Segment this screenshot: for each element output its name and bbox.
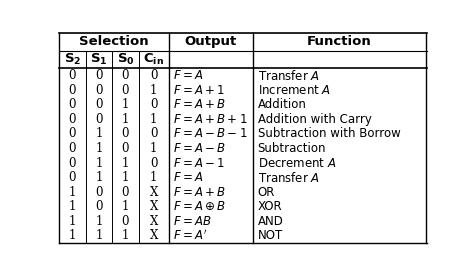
Text: 1: 1 [122,113,129,126]
Text: 0: 0 [122,215,129,228]
Text: 0: 0 [150,127,157,140]
Text: $\mathbf{S_0}$: $\mathbf{S_0}$ [117,52,134,67]
Text: 1: 1 [150,171,157,184]
Text: AND: AND [258,215,283,228]
Text: 0: 0 [69,84,76,97]
Text: $F = A + B$: $F = A + B$ [173,98,226,111]
Text: 0: 0 [69,98,76,111]
Text: 1: 1 [69,215,76,228]
Text: 0: 0 [69,113,76,126]
Text: 0: 0 [69,171,76,184]
Text: 0: 0 [122,142,129,155]
Text: $F = AB$: $F = AB$ [173,215,212,228]
Text: 1: 1 [150,142,157,155]
Text: Addition with Carry: Addition with Carry [258,113,372,126]
Text: 0: 0 [150,98,157,111]
Text: 0: 0 [95,200,103,213]
Text: 1: 1 [122,229,129,242]
Text: X: X [149,200,158,213]
Text: 1: 1 [69,200,76,213]
Text: $F = A - 1$: $F = A - 1$ [173,156,225,170]
Text: 1: 1 [122,171,129,184]
Text: Function: Function [307,35,372,48]
Text: 0: 0 [95,186,103,198]
Text: 1: 1 [95,215,102,228]
Text: 0: 0 [69,127,76,140]
Text: 1: 1 [122,156,129,170]
Text: Transfer $A$: Transfer $A$ [258,69,319,83]
Text: $F = A + 1$: $F = A + 1$ [173,84,225,97]
Text: Output: Output [185,35,237,48]
Text: 1: 1 [95,127,102,140]
Text: $F = A'$: $F = A'$ [173,229,207,243]
Text: Transfer $A$: Transfer $A$ [258,171,319,185]
Text: $F = A + B + 1$: $F = A + B + 1$ [173,113,247,126]
Text: OR: OR [258,186,275,198]
Text: 0: 0 [122,69,129,82]
Text: 1: 1 [122,200,129,213]
Text: $F = A - B - 1$: $F = A - B - 1$ [173,127,247,140]
Text: $F = A \oplus B$: $F = A \oplus B$ [173,200,226,213]
Text: 0: 0 [69,156,76,170]
Text: 1: 1 [95,229,102,242]
Text: Subtraction: Subtraction [258,142,326,155]
Text: $F = A - B$: $F = A - B$ [173,142,226,155]
Text: Addition: Addition [258,98,307,111]
Text: 0: 0 [69,69,76,82]
Text: 0: 0 [150,156,157,170]
Text: 0: 0 [95,113,103,126]
Text: 0: 0 [95,84,103,97]
Text: 0: 0 [122,127,129,140]
Text: 0: 0 [95,98,103,111]
Text: $\mathbf{S_2}$: $\mathbf{S_2}$ [64,52,81,67]
Text: 1: 1 [69,186,76,198]
Text: Decrement $A$: Decrement $A$ [258,156,336,170]
Text: $\mathbf{S_1}$: $\mathbf{S_1}$ [90,52,108,67]
Text: $\mathbf{C_{in}}$: $\mathbf{C_{in}}$ [143,52,164,67]
Text: 1: 1 [150,113,157,126]
Text: 1: 1 [150,84,157,97]
Text: $F = A$: $F = A$ [173,171,203,184]
Text: 0: 0 [150,69,157,82]
Text: 0: 0 [122,84,129,97]
Text: XOR: XOR [258,200,282,213]
Text: X: X [149,186,158,198]
Text: $F = A$: $F = A$ [173,69,203,82]
Text: 1: 1 [95,171,102,184]
Text: 0: 0 [69,142,76,155]
Text: 1: 1 [95,142,102,155]
Text: Selection: Selection [79,35,149,48]
Text: $F = A + B$: $F = A + B$ [173,186,226,198]
Text: 0: 0 [95,69,103,82]
Text: X: X [149,229,158,242]
Text: 1: 1 [69,229,76,242]
Text: X: X [149,215,158,228]
Text: Increment $A$: Increment $A$ [258,84,331,97]
Text: 1: 1 [122,98,129,111]
Text: Subtraction with Borrow: Subtraction with Borrow [258,127,401,140]
Text: NOT: NOT [258,229,283,242]
Text: 0: 0 [122,186,129,198]
Text: 1: 1 [95,156,102,170]
